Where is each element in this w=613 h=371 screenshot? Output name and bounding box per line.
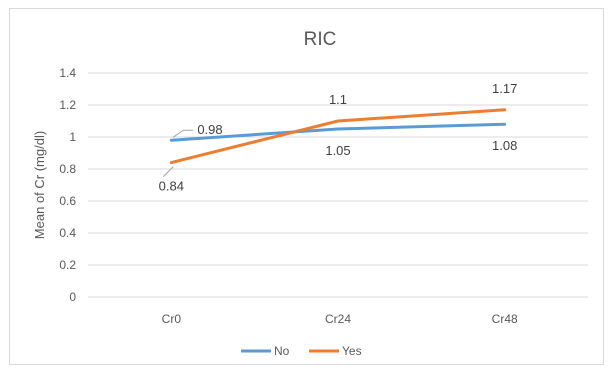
data-label: 0.84 bbox=[159, 179, 184, 194]
data-labels: 0.98 1.05 1.08 0.84 1.1 1.17 bbox=[159, 81, 518, 194]
y-tick-label: 1 bbox=[69, 130, 76, 144]
y-tick-label: 1.2 bbox=[59, 98, 76, 112]
data-label: 1.08 bbox=[492, 138, 517, 153]
series-line-no bbox=[169, 122, 507, 142]
y-axis-ticks: 0 0.2 0.4 0.6 0.8 1 1.2 1.4 bbox=[59, 66, 76, 304]
label-leader-line bbox=[173, 129, 194, 138]
x-axis-ticks: Cr0 Cr24 Cr48 bbox=[162, 312, 518, 326]
series-lines bbox=[169, 108, 507, 165]
x-tick-label: Cr0 bbox=[162, 312, 182, 326]
y-tick-label: 0.2 bbox=[59, 258, 76, 272]
x-tick-label: Cr48 bbox=[492, 312, 518, 326]
data-label: 1.05 bbox=[325, 143, 350, 158]
data-label: 1.17 bbox=[492, 81, 517, 96]
chart-area bbox=[9, 8, 604, 365]
y-tick-label: 0.4 bbox=[59, 226, 76, 240]
y-tick-label: 0 bbox=[69, 290, 76, 304]
x-tick-label: Cr24 bbox=[325, 312, 351, 326]
data-label: 0.98 bbox=[197, 122, 222, 137]
data-label: 1.1 bbox=[329, 92, 347, 107]
y-tick-label: 1.4 bbox=[59, 66, 76, 80]
y-axis-title: Mean of Cr (mg/dl) bbox=[32, 131, 47, 239]
y-tick-label: 0.6 bbox=[59, 194, 76, 208]
legend-label-no: No bbox=[274, 344, 290, 358]
legend-label-yes: Yes bbox=[342, 344, 362, 358]
series-line-yes bbox=[169, 108, 507, 165]
label-leader-line bbox=[162, 166, 174, 177]
legend: No Yes bbox=[241, 344, 362, 358]
y-tick-label: 0.8 bbox=[59, 162, 76, 176]
chart-title: RIC bbox=[304, 29, 337, 50]
